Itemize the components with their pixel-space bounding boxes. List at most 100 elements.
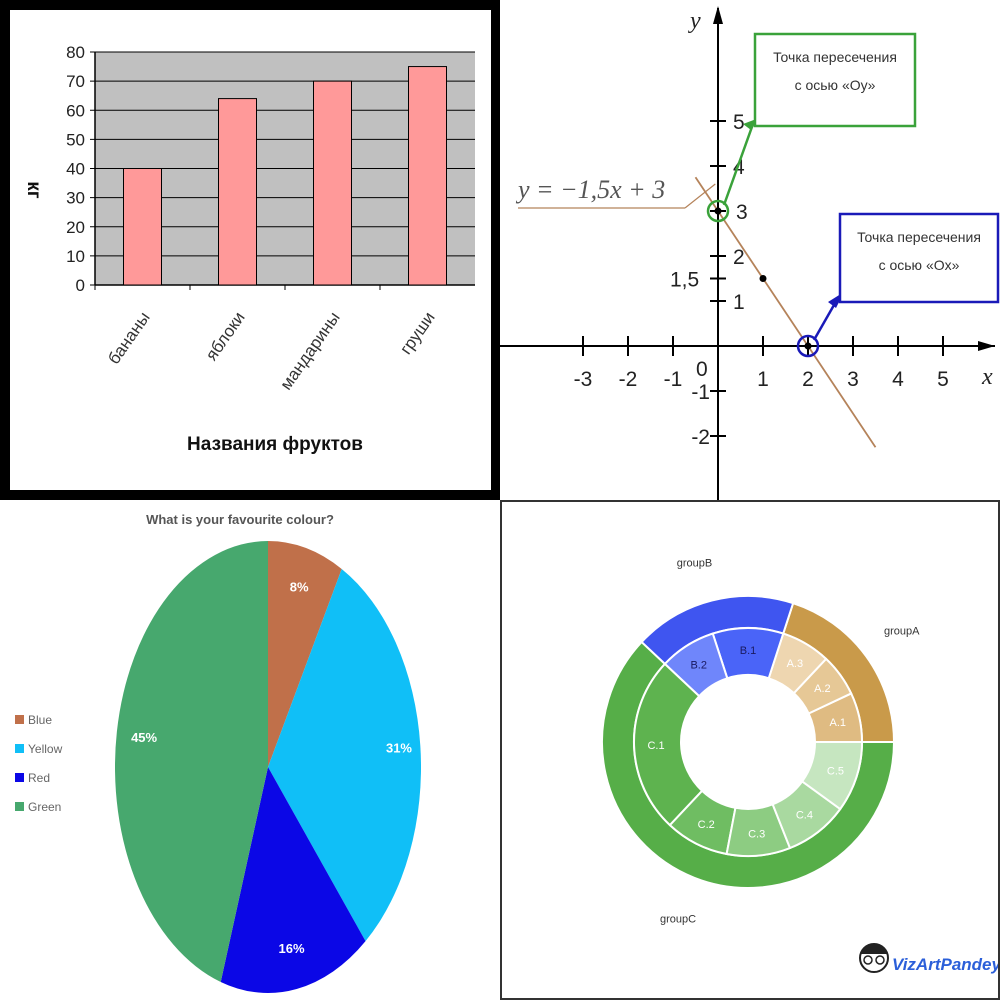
legend-swatch [15,715,24,724]
x-tick-label: -2 [619,368,638,391]
bar [313,80,352,286]
subgroup-label: B.2 [690,659,707,671]
y-tick-label: 5 [733,111,745,134]
subgroup-label: C.3 [748,829,765,841]
watermark-text: VizArtPandey [892,955,998,974]
equation-label: y = −1,5x + 3 [515,175,665,204]
inner-ring-slice [668,789,737,856]
y-axis-label: y [688,8,701,34]
x-tick-label: 3 [847,368,859,391]
y-tick-label: 2 [733,246,745,269]
origin-label: 0 [696,358,708,381]
legend-label: Green [28,800,61,814]
subgroup-label: B.1 [740,645,757,657]
subgroup-label: C.1 [647,740,664,752]
y-axis-arrow [713,6,723,24]
x-tick-label: яблоки [202,308,249,364]
pie-slice [268,541,342,767]
bar [218,98,257,286]
y-tick-label: 0 [76,276,85,295]
pie-slice [114,541,269,982]
x-tick-label: 1 [757,368,769,391]
x-tick-label: -1 [664,368,683,391]
annotation-text: Точка пересечения [773,49,897,65]
x-tick-label: 5 [937,368,949,391]
subgroup-label: A.2 [814,683,831,695]
group-label: groupC [660,914,696,926]
x-axis-arrow [978,341,995,351]
y-tick-label: 80 [66,43,85,62]
y-tick-label: 1 [733,291,745,314]
y-tick-label: -2 [691,426,710,449]
x-axis-label: x [981,364,993,390]
intersection-marker [706,199,730,223]
subgroup-label: C.2 [698,819,715,831]
subgroup-label: C.5 [827,765,844,777]
inner-ring-slice [663,632,729,698]
pie-chart: What is your favourite colour? 8% 31% 16% 45… [15,512,421,993]
logo-glasses-icon [875,955,885,965]
y-tick-label: 1,5 [670,269,699,292]
y-axis-label: кг [23,181,44,199]
annotation-box [838,212,1000,304]
bar [408,66,447,286]
data-point [759,275,767,282]
pie-chart-panel: What is your favourite colour? 8% 31% 16% 45… [0,500,500,1000]
legend-swatch [15,773,24,782]
bar-chart-panel: 0 10 20 30 40 50 60 70 80 бананы яблоки мандарины гр… [0,0,500,500]
inner-ring-slice [711,627,785,680]
group-label: groupA [884,625,920,637]
inner-ring-slice [767,632,828,695]
y-tick-label: 70 [66,72,85,91]
function-line [694,176,877,448]
inner-ring-slice [800,741,864,811]
slice-label: 16% [278,941,304,956]
legend-label: Yellow [28,742,63,756]
slice-label: 31% [386,741,412,756]
legend-swatch [15,802,24,811]
inner-ring-slice [771,779,842,850]
inner-ring-slice [792,657,853,715]
inner-ring-slice [725,802,792,857]
logo-glasses-icon [863,955,873,965]
annotation-text: с осью «Ox» [879,257,960,273]
legend-label: Red [28,771,50,785]
y-tick-label: 3 [736,201,748,224]
x-tick-label: -3 [574,368,593,391]
x-tick-label: мандарины [276,308,343,393]
y-tick-label: 20 [66,218,85,237]
watermark-logo: VizArtPandey [859,943,998,974]
annotation-text: Точка пересечения [857,229,981,245]
inner-ring-slice [633,662,704,827]
data-point [804,342,812,350]
y-tick-label: 30 [66,189,85,208]
x-tick-label: груши [396,308,439,357]
slice-label: 45% [131,730,157,745]
legend-label: Blue [28,713,52,727]
y-tick-label: -1 [691,381,710,404]
slice-label: 8% [290,580,309,595]
data-point [714,207,722,215]
y-tick-label: 50 [66,130,85,149]
logo-hair-icon [860,944,888,954]
bar [123,168,162,286]
x-tick-label: бананы [104,308,154,367]
y-tick-label: 40 [66,160,85,179]
x-axis-label: Названия фруктов [187,434,363,455]
equation-leader [684,183,716,209]
annotation-box [753,32,917,128]
annotation-arrow [722,123,755,206]
legend-swatch [15,744,24,753]
y-tick-label: 60 [66,101,85,120]
subgroup-label: C.4 [796,810,813,822]
x-tick-label: 4 [892,368,904,391]
pie-slice [220,767,366,993]
group-label: groupB [677,557,712,569]
x-tick-label: 2 [802,368,814,391]
pie-slice [268,568,421,942]
chart-title: What is your favourite colour? [146,512,334,527]
intersection-marker [796,334,820,358]
y-tick-label: 10 [66,247,85,266]
